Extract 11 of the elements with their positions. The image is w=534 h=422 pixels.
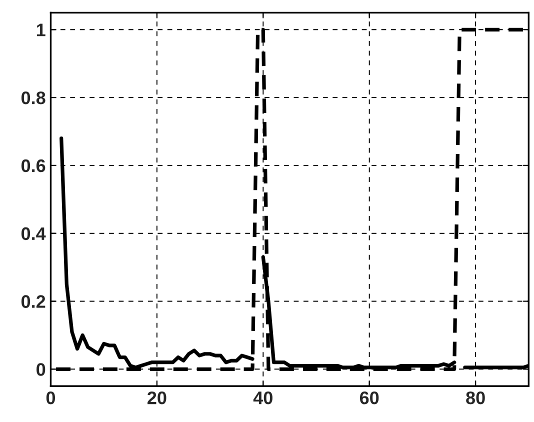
x-tick-label: 40 bbox=[253, 391, 272, 404]
y-tick-label: 0.4 bbox=[21, 227, 46, 240]
y-tick-label: 0.2 bbox=[21, 295, 46, 308]
x-tick-label: 20 bbox=[148, 391, 166, 404]
y-tick-label: 0 bbox=[36, 363, 46, 376]
x-tick-label: 80 bbox=[466, 391, 485, 404]
y-tick-label: 0.6 bbox=[21, 159, 46, 172]
x-tick-label: 60 bbox=[360, 391, 379, 404]
y-tick-label: 1 bbox=[36, 24, 46, 36]
x-tick-label: 0 bbox=[46, 391, 56, 404]
y-tick-label: 0.8 bbox=[21, 91, 46, 104]
